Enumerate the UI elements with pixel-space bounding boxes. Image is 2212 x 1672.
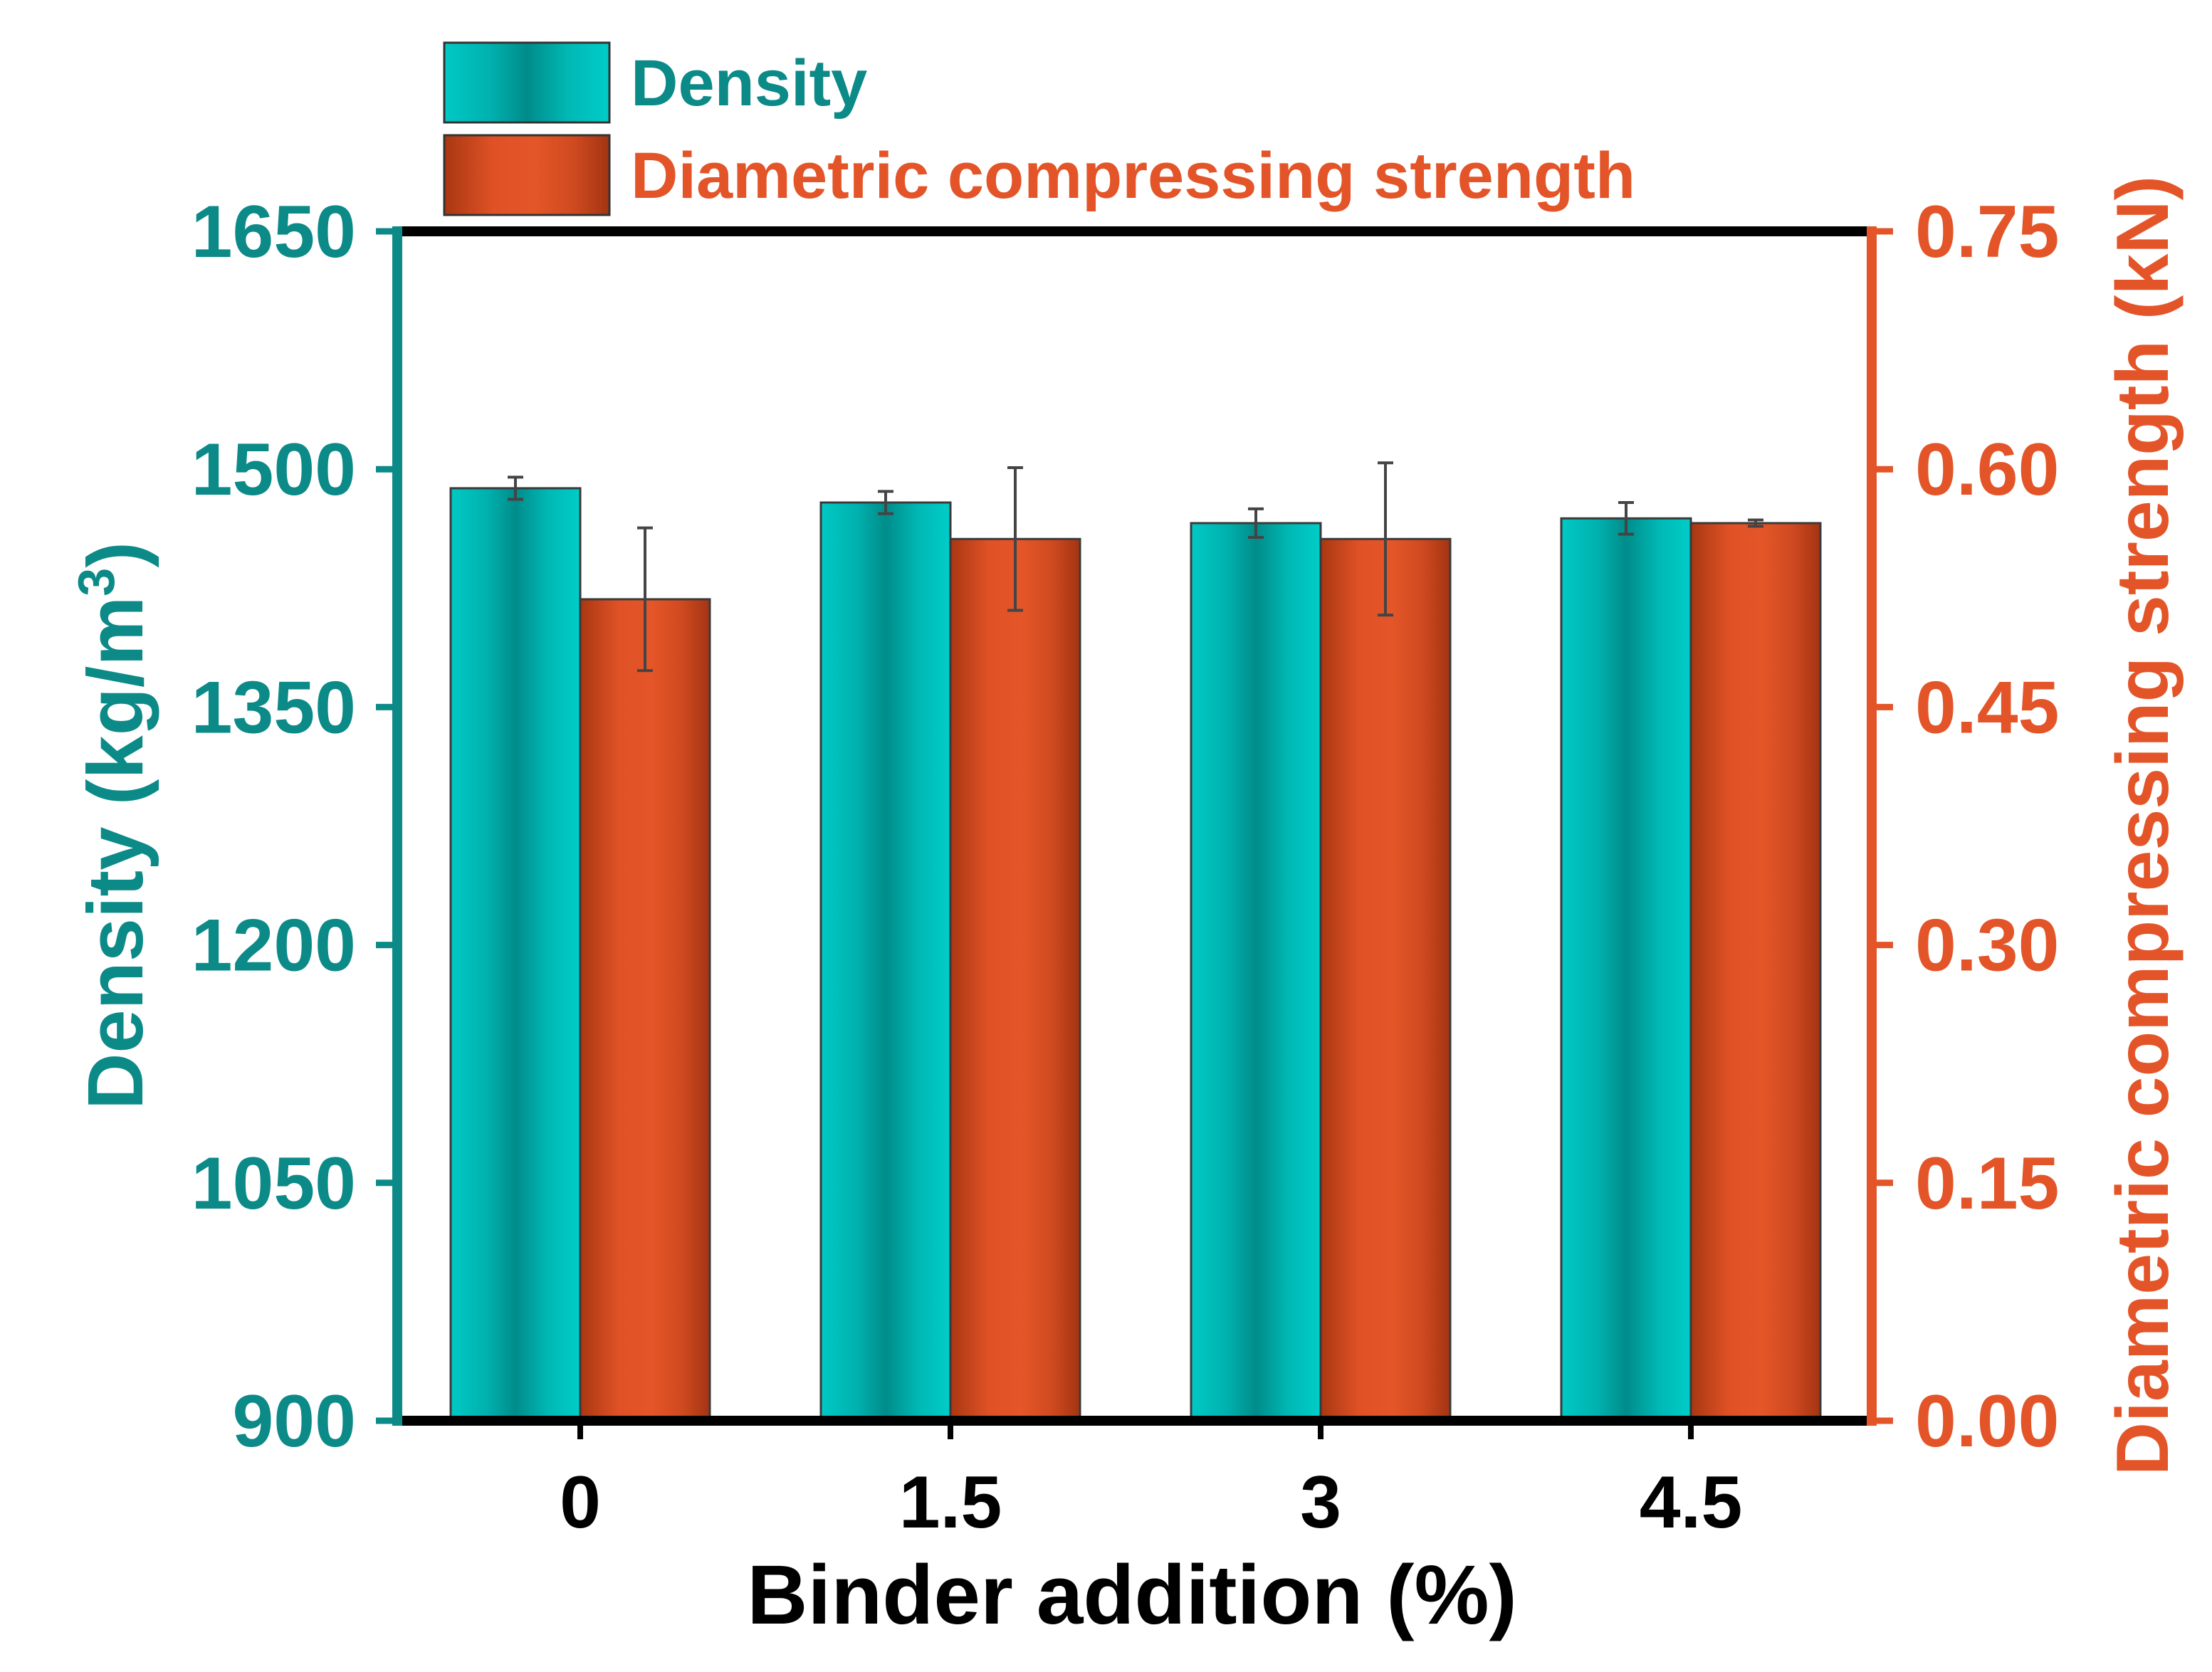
right-axis-label: Diametric compressing strength (kN) — [2102, 176, 2184, 1476]
left-axis-label-main: Density (kg/m — [72, 596, 159, 1110]
bar-density-1 — [819, 501, 952, 1422]
right-axis-ticks: 0.00 0.15 0.30 0.45 0.60 0.75 — [1872, 191, 2059, 1463]
x-axis-label: Binder addition (%) — [747, 1548, 1517, 1642]
right-tick-label-5: 0.75 — [1915, 191, 2059, 273]
x-tick-label-1: 1.5 — [899, 1461, 1002, 1544]
left-axis-label-sup: 3 — [68, 568, 125, 596]
error-bar-strength-0 — [637, 526, 653, 673]
left-tick-label-3: 1350 — [192, 666, 356, 749]
error-bar-strength-2 — [1378, 461, 1393, 617]
bar-density-2 — [1190, 522, 1322, 1422]
left-tick-label-0: 900 — [232, 1380, 356, 1463]
error-bar-strength-3 — [1748, 518, 1763, 528]
x-tick-label-2: 3 — [1300, 1461, 1341, 1544]
legend-label-density: Density — [631, 47, 867, 120]
bar-density-0 — [449, 487, 582, 1422]
error-bar-density-2 — [1248, 507, 1264, 540]
legend-swatch-density — [443, 41, 611, 124]
left-axis-label-end: ) — [72, 542, 159, 568]
right-tick-label-0: 0.00 — [1915, 1380, 2059, 1463]
legend-label-strength: Diametric compressing strength — [631, 140, 1635, 212]
legend-swatch-strength — [443, 134, 611, 216]
bar-strength-3 — [1689, 522, 1822, 1422]
bar-strength-0 — [579, 598, 711, 1422]
right-tick-label-1: 0.15 — [1915, 1142, 2059, 1225]
right-tick-label-2: 0.30 — [1915, 905, 2059, 987]
x-tick-label-3: 4.5 — [1640, 1461, 1743, 1544]
x-axis-ticks: 0 1.5 3 4.5 — [560, 1421, 1742, 1544]
right-tick-label-3: 0.45 — [1915, 666, 2059, 749]
bars — [449, 487, 1822, 1422]
error-bar-strength-1 — [1007, 466, 1023, 612]
left-tick-label-2: 1200 — [192, 905, 356, 987]
left-tick-label-1: 1050 — [192, 1142, 356, 1225]
x-tick-label-0: 0 — [560, 1461, 601, 1544]
legend: Density Diametric compressing strength — [443, 41, 1635, 216]
left-axis-ticks: 900 1050 1200 1350 1500 1650 — [192, 191, 397, 1463]
error-bar-density-1 — [878, 490, 893, 515]
bar-strength-1 — [949, 537, 1081, 1422]
left-axis-label: Density (kg/m3) — [68, 542, 159, 1110]
error-bars — [508, 461, 1763, 673]
left-tick-label-4: 1500 — [192, 428, 356, 511]
error-bar-density-3 — [1618, 500, 1634, 536]
left-tick-label-5: 1650 — [192, 191, 356, 273]
bar-strength-2 — [1319, 537, 1452, 1422]
error-bar-density-0 — [508, 475, 523, 501]
bar-density-3 — [1560, 517, 1692, 1422]
right-tick-label-4: 0.60 — [1915, 428, 2059, 511]
